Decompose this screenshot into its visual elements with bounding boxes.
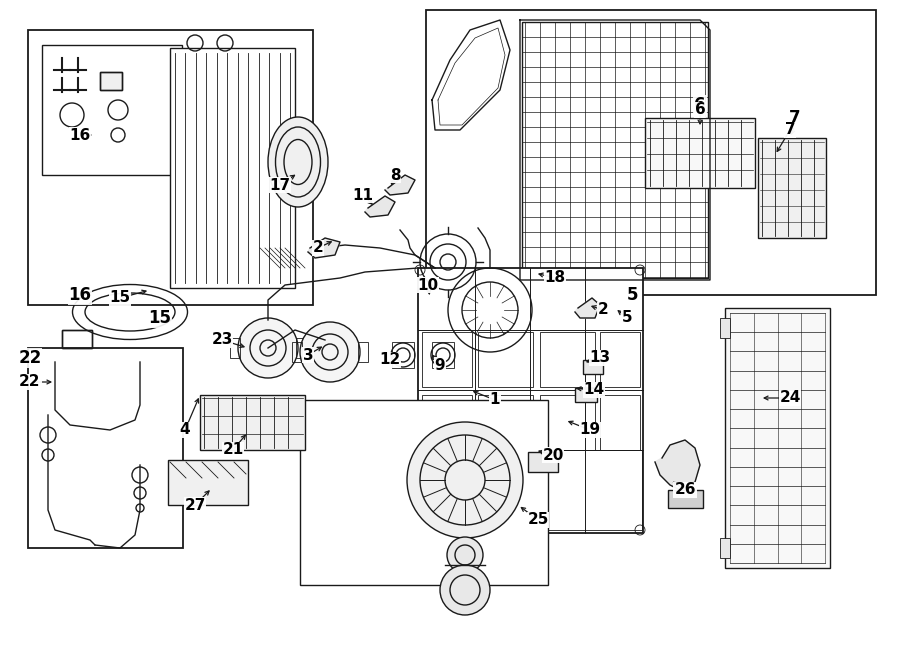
Bar: [720, 318, 730, 338]
Bar: [758, 138, 826, 238]
Polygon shape: [432, 20, 510, 130]
Text: 6: 6: [694, 96, 706, 114]
Bar: [42, 45, 182, 175]
Bar: [540, 395, 595, 450]
Text: 9: 9: [435, 357, 446, 373]
Circle shape: [440, 565, 490, 615]
Bar: [540, 332, 595, 387]
Ellipse shape: [268, 117, 328, 207]
Bar: [358, 342, 368, 362]
Bar: [600, 332, 640, 387]
Bar: [668, 490, 703, 508]
Text: 7: 7: [785, 122, 796, 138]
Bar: [392, 342, 414, 368]
Text: 17: 17: [269, 177, 291, 193]
Text: 16: 16: [68, 286, 92, 304]
Text: 13: 13: [590, 350, 610, 365]
Text: 27: 27: [184, 498, 206, 512]
Text: 2: 2: [312, 240, 323, 256]
Polygon shape: [308, 238, 340, 258]
Polygon shape: [365, 196, 395, 217]
Text: 23: 23: [212, 332, 233, 348]
Bar: [600, 395, 640, 450]
Text: 21: 21: [222, 442, 244, 457]
Text: 26: 26: [674, 483, 696, 498]
Polygon shape: [655, 440, 700, 490]
Polygon shape: [575, 298, 600, 318]
Bar: [418, 268, 643, 533]
Text: 1: 1: [490, 393, 500, 408]
Polygon shape: [385, 175, 415, 195]
Text: 5: 5: [627, 286, 639, 304]
Text: 18: 18: [544, 271, 565, 285]
Circle shape: [300, 322, 360, 382]
Text: 10: 10: [418, 277, 438, 293]
Text: 15: 15: [148, 309, 172, 327]
Bar: [296, 338, 306, 358]
Bar: [292, 342, 302, 362]
Circle shape: [407, 422, 523, 538]
Text: 25: 25: [527, 512, 549, 528]
Text: 14: 14: [583, 383, 605, 397]
Bar: [28, 30, 313, 305]
Bar: [62, 330, 92, 348]
Bar: [100, 72, 122, 90]
Bar: [300, 400, 548, 585]
Bar: [422, 450, 642, 530]
Circle shape: [447, 537, 483, 573]
Bar: [478, 395, 533, 450]
Bar: [583, 360, 603, 374]
Bar: [720, 538, 730, 558]
Bar: [168, 460, 248, 505]
Bar: [200, 395, 305, 450]
Text: 20: 20: [543, 448, 563, 463]
Bar: [422, 395, 472, 450]
Text: 3: 3: [302, 348, 313, 363]
Bar: [725, 308, 830, 568]
Bar: [100, 72, 122, 90]
Text: 2: 2: [598, 303, 608, 318]
Bar: [62, 330, 92, 348]
Bar: [28, 348, 183, 548]
Text: 22: 22: [18, 349, 41, 367]
Text: 5: 5: [622, 310, 633, 326]
Bar: [522, 22, 708, 278]
Circle shape: [238, 318, 298, 378]
Text: 22: 22: [19, 375, 40, 389]
Text: 4: 4: [180, 422, 190, 438]
Bar: [528, 452, 558, 472]
Bar: [230, 338, 240, 358]
Polygon shape: [520, 20, 710, 280]
Text: 7: 7: [789, 109, 801, 127]
Text: 8: 8: [390, 167, 400, 183]
Text: 16: 16: [69, 128, 91, 142]
Bar: [478, 332, 533, 387]
Text: 6: 6: [695, 103, 706, 117]
Bar: [422, 332, 472, 387]
Bar: [170, 48, 295, 288]
Bar: [645, 118, 755, 188]
Text: 11: 11: [353, 187, 374, 203]
Bar: [432, 342, 454, 368]
Text: 12: 12: [380, 352, 400, 367]
Bar: [575, 388, 597, 402]
Text: 24: 24: [779, 391, 801, 406]
Text: 15: 15: [110, 291, 130, 305]
Text: 19: 19: [580, 422, 600, 438]
Bar: [426, 10, 876, 295]
